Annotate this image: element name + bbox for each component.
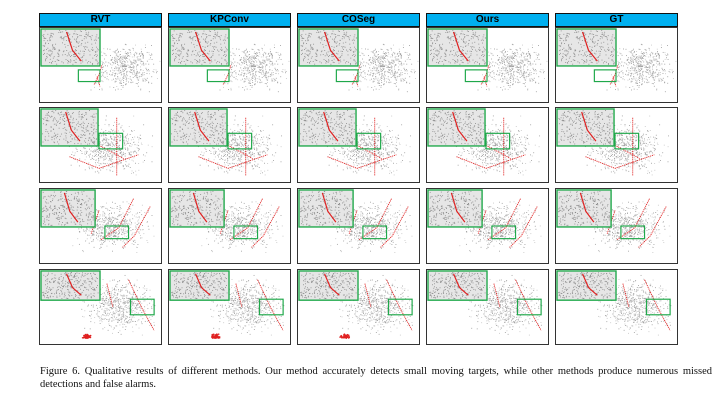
result-panel-coseg-row-4 [297,269,420,345]
result-panel-coseg-row-1 [297,27,420,103]
point-cloud-view [298,270,414,339]
point-cloud-view [169,108,283,177]
point-cloud-view [427,108,541,177]
caption-label: Figure 6. [40,366,80,377]
result-panel-gt-row-2 [555,107,678,183]
point-cloud-view [169,28,290,93]
point-cloud-view [169,189,284,253]
result-panel-ours-row-3 [426,188,549,264]
result-panel-ours-row-2 [426,107,549,183]
caption-text: Qualitative results of different methods… [40,366,712,390]
point-cloud-view [298,189,413,253]
result-panel-kpconv-row-1 [168,27,291,103]
point-cloud-view [427,270,543,336]
figure-caption: Figure 6. Qualitative results of differe… [40,365,712,391]
point-cloud-view [40,28,161,93]
point-cloud-view [427,189,542,253]
point-cloud-view [556,270,672,336]
column-header-coseg: COSeg [297,13,420,27]
result-panel-kpconv-row-4 [168,269,291,345]
result-panel-rvt-row-1 [39,27,162,103]
result-panel-kpconv-row-2 [168,107,291,183]
point-cloud-view [40,270,156,339]
point-cloud-view [169,270,285,339]
result-panel-kpconv-row-3 [168,188,291,264]
column-header-gt: GT [555,13,678,27]
column-header-rvt: RVT [39,13,162,27]
point-cloud-view [298,108,412,177]
result-panel-gt-row-1 [555,27,678,103]
result-panel-ours-row-1 [426,27,549,103]
point-cloud-view [298,28,419,93]
point-cloud-view [427,28,548,93]
result-panel-gt-row-4 [555,269,678,345]
result-panel-rvt-row-3 [39,188,162,264]
column-header-kpconv: KPConv [168,13,291,27]
result-panel-ours-row-4 [426,269,549,345]
point-cloud-view [40,189,155,253]
result-panel-rvt-row-4 [39,269,162,345]
point-cloud-view [556,189,671,253]
point-cloud-view [556,28,677,93]
qualitative-results-figure: RVT KPConv COSeg Ours GT [39,13,678,345]
result-panel-coseg-row-3 [297,188,420,264]
point-cloud-view [556,108,670,177]
column-header-ours: Ours [426,13,549,27]
result-panel-rvt-row-2 [39,107,162,183]
result-panel-coseg-row-2 [297,107,420,183]
result-panel-gt-row-3 [555,188,678,264]
point-cloud-view [40,108,154,177]
